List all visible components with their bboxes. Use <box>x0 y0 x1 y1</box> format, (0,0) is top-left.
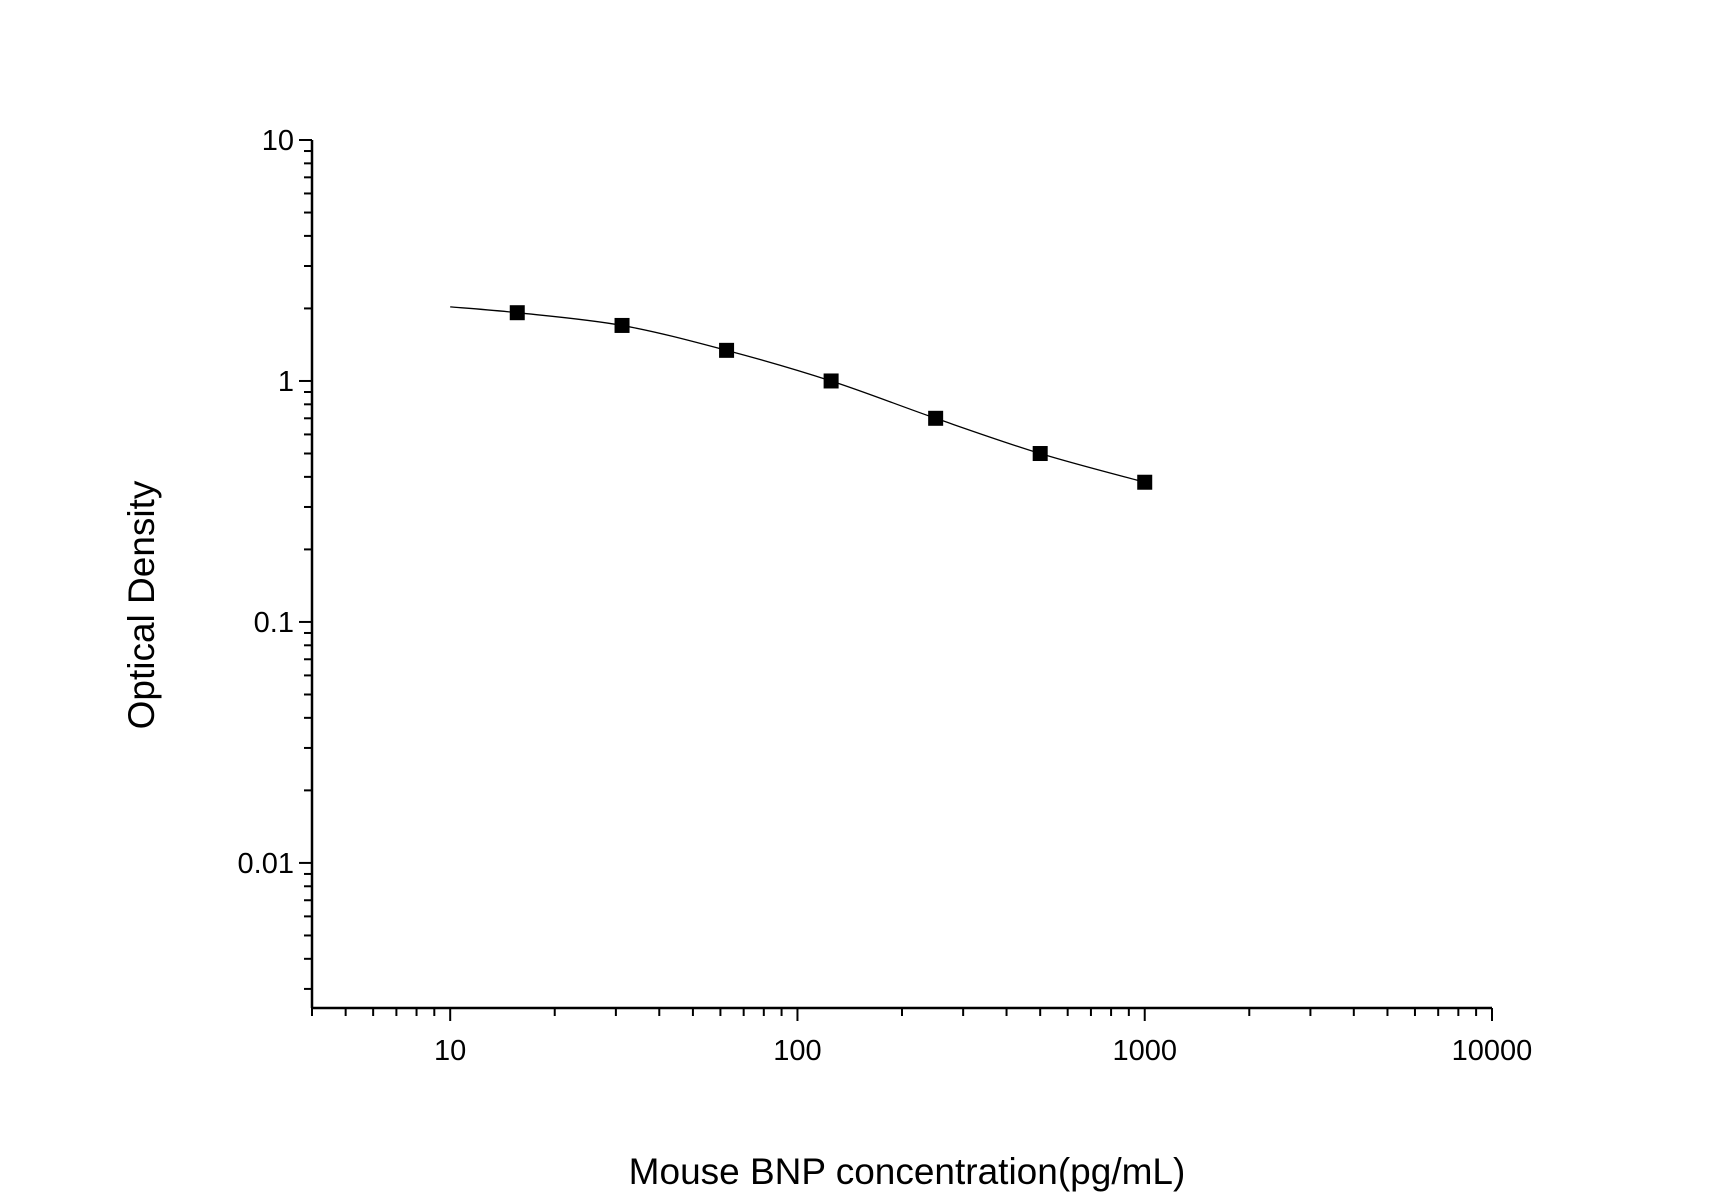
data-point <box>1032 446 1048 462</box>
axes <box>310 140 1492 1010</box>
x-tick-label: 1000 <box>1112 1035 1177 1067</box>
x-tick-label: 10000 <box>1452 1035 1533 1067</box>
y-tick-label: 1 <box>278 366 294 398</box>
y-axis-title: Optical Density <box>121 480 162 729</box>
x-tick-label: 100 <box>773 1035 821 1067</box>
data-point <box>614 317 630 333</box>
fit-curve <box>450 306 1145 483</box>
data-points <box>509 305 1153 490</box>
y-tick-label: 0.1 <box>254 607 294 639</box>
tick-labels: 10 100 1000 10000 0.01 0.1 1 10 <box>238 125 1533 1067</box>
data-point <box>719 342 735 358</box>
y-tick-label: 0.01 <box>238 848 294 880</box>
ticks <box>299 139 1493 1021</box>
data-point <box>823 373 839 389</box>
data-point <box>928 410 944 426</box>
y-tick-label: 10 <box>262 125 294 157</box>
data-point <box>1137 474 1153 490</box>
x-tick-label: 10 <box>434 1035 466 1067</box>
x-axis-title: Mouse BNP concentration(pg/mL) <box>629 1151 1186 1192</box>
data-point <box>509 305 525 321</box>
